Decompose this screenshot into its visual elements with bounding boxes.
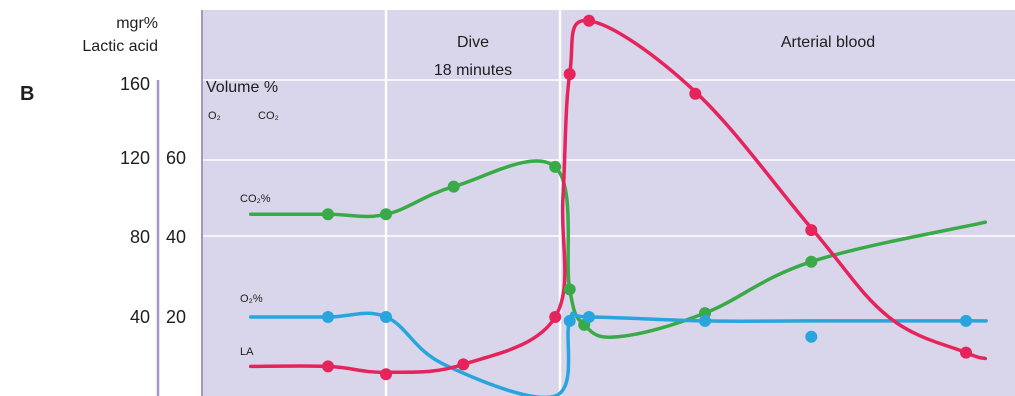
left-tick-80: 80 <box>130 227 150 247</box>
data-point-la <box>322 360 334 373</box>
data-point-la <box>380 368 392 381</box>
data-point-o2 <box>699 314 711 327</box>
inner-tick-60: 60 <box>166 148 186 168</box>
data-point-la <box>457 358 470 371</box>
data-point-o2 <box>563 314 576 327</box>
plot-background <box>202 10 1015 396</box>
inner-axis-co2-label: CO₂ <box>258 110 279 122</box>
data-point-o2 <box>380 311 392 323</box>
series-label-o2: O₂% <box>240 293 263 305</box>
data-point-co2 <box>380 208 392 221</box>
section-label-arterial-blood: Arterial blood <box>781 34 875 51</box>
inner-tick-40: 40 <box>166 227 186 247</box>
data-point-la <box>805 224 818 237</box>
data-point-co2 <box>447 180 460 193</box>
left-axis-title-line-1: mgr% <box>116 15 158 32</box>
inner-axis-o2-label: O₂ <box>208 110 221 122</box>
data-point-o2 <box>583 311 595 323</box>
series-layer <box>248 14 988 396</box>
data-point-o2 <box>805 330 818 343</box>
data-point-o2 <box>322 311 334 323</box>
panel-letter: B <box>20 83 34 105</box>
inner-tick-20: 20 <box>166 307 186 327</box>
data-point-co2 <box>805 255 818 268</box>
gridlines <box>202 79 1015 237</box>
left-tick-120: 120 <box>120 148 150 168</box>
series-label-co2: CO₂% <box>240 193 271 205</box>
data-point-la <box>689 87 702 100</box>
series-label-la: LA <box>240 346 254 358</box>
data-point-co2 <box>563 283 576 296</box>
section-label-dive-line-1: Dive <box>457 34 489 51</box>
data-point-la <box>583 14 595 27</box>
data-point-la <box>960 346 972 359</box>
data-point-la <box>549 311 562 323</box>
inner-axis-title: Volume % <box>206 79 278 96</box>
left-tick-40: 40 <box>130 307 150 327</box>
left-axis-title-line-2: Lactic acid <box>82 38 158 55</box>
data-point-co2 <box>322 208 334 221</box>
left-tick-160: 160 <box>120 74 150 94</box>
data-point-la <box>563 68 576 81</box>
section-label-dive-line-2: 18 minutes <box>434 62 512 79</box>
data-point-o2 <box>960 314 972 327</box>
data-point-co2 <box>549 160 562 173</box>
